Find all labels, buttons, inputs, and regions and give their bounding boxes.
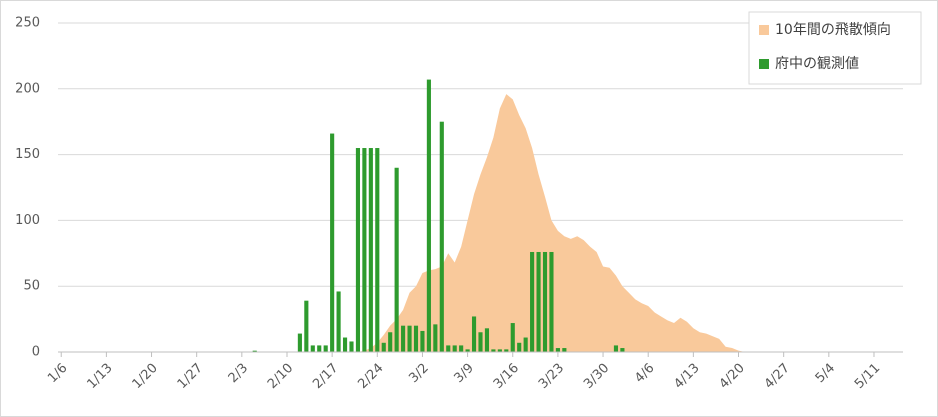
legend-swatch — [759, 25, 769, 35]
bar — [304, 300, 309, 352]
bar — [471, 316, 477, 352]
bar — [252, 350, 257, 352]
bar — [336, 291, 341, 352]
bar — [388, 332, 393, 352]
bar — [342, 337, 348, 352]
legend-box — [748, 11, 922, 85]
bar — [549, 251, 554, 352]
bar — [401, 325, 406, 352]
bar — [407, 325, 412, 352]
bar — [542, 251, 548, 352]
bar — [297, 333, 302, 352]
bar — [465, 349, 470, 352]
bar — [504, 349, 509, 352]
bar — [381, 342, 386, 352]
bar — [491, 349, 496, 352]
bar — [452, 345, 457, 352]
bar — [555, 348, 560, 352]
bar — [330, 133, 335, 352]
bar — [562, 348, 567, 352]
bar — [349, 341, 354, 352]
bar — [459, 345, 464, 352]
bar — [510, 323, 515, 352]
bar — [420, 330, 425, 352]
y-tick-label: 100 — [15, 213, 40, 228]
y-tick-label: 200 — [15, 81, 40, 96]
bar — [362, 148, 367, 352]
bar — [446, 345, 451, 352]
y-tick-label: 0 — [32, 345, 40, 360]
bar — [323, 345, 328, 352]
bar — [394, 167, 399, 352]
bar — [310, 345, 315, 352]
bar — [530, 251, 535, 352]
legend-label: 府中の観測値 — [775, 55, 859, 72]
y-tick-label: 150 — [15, 147, 40, 162]
bar — [613, 345, 619, 352]
bar — [413, 325, 419, 352]
bar — [433, 324, 438, 352]
bar — [426, 79, 431, 352]
y-tick-label: 250 — [15, 16, 40, 31]
bar — [368, 148, 373, 352]
legend-label: 10年間の飛散傾向 — [775, 22, 891, 38]
bar — [517, 342, 522, 352]
bar — [497, 349, 502, 352]
bar — [478, 332, 483, 352]
bar — [355, 148, 361, 352]
bar — [317, 345, 322, 352]
legend-swatch — [759, 59, 769, 69]
bar — [375, 148, 380, 352]
y-tick-label: 50 — [23, 279, 40, 294]
bar — [484, 328, 490, 352]
bar — [439, 121, 444, 352]
area — [357, 94, 745, 353]
bar — [523, 337, 528, 352]
bar — [620, 348, 625, 352]
bar — [536, 251, 541, 352]
